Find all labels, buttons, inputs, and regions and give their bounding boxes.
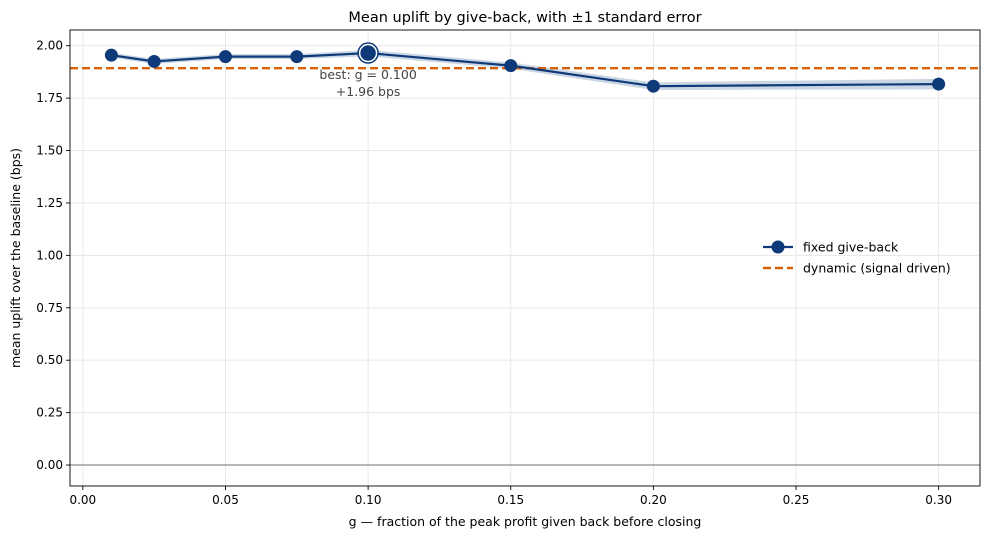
y-tick-label: 1.75 <box>36 91 63 105</box>
y-ticks: 0.00 0.25 0.50 0.75 1.00 1.25 1.50 1.75 2.00 <box>36 39 70 472</box>
y-tick-label: 2.00 <box>36 39 63 53</box>
x-tick-label: 0.30 <box>925 493 952 507</box>
x-tick-label: 0.15 <box>497 493 524 507</box>
y-tick-label: 0.25 <box>36 406 63 420</box>
y-tick-label: 1.00 <box>36 248 63 262</box>
se-band <box>111 49 939 90</box>
x-ticks: 0.00 0.05 0.10 0.15 0.20 0.25 0.30 <box>69 486 952 507</box>
x-axis-label: g — fraction of the peak profit given ba… <box>349 514 702 529</box>
best-point-ring <box>357 42 379 64</box>
x-tick-label: 0.10 <box>355 493 382 507</box>
y-tick-label: 0.00 <box>36 458 63 472</box>
standard-error-band <box>111 49 939 90</box>
y-tick-label: 1.50 <box>36 144 63 158</box>
best-point-highlight <box>358 43 378 63</box>
data-point <box>504 59 518 73</box>
fixed-series <box>111 51 939 88</box>
fixed-line <box>111 51 939 88</box>
chart-title: Mean uplift by give-back, with ±1 standa… <box>348 10 701 26</box>
legend-dynamic-label: dynamic (signal driven) <box>803 261 951 276</box>
y-tick-label: 1.25 <box>36 196 63 210</box>
best-annotation-line2: +1.96 bps <box>336 84 401 99</box>
data-point <box>932 77 946 91</box>
data-point <box>646 79 660 93</box>
x-tick-label: 0.25 <box>783 493 810 507</box>
y-axis-label: mean uplift over the baseline (bps) <box>8 148 23 368</box>
x-tick-label: 0.05 <box>212 493 239 507</box>
legend: fixed give-back dynamic (signal driven) <box>763 240 951 276</box>
plot-frame <box>69 29 981 487</box>
y-tick-label: 0.50 <box>36 353 63 367</box>
legend-item-dynamic: dynamic (signal driven) <box>763 261 951 276</box>
best-annotation-line1: best: g = 0.100 <box>319 67 416 82</box>
x-tick-label: 0.00 <box>69 493 96 507</box>
fixed-series-markers <box>104 42 946 93</box>
x-tick-label: 0.20 <box>640 493 667 507</box>
legend-fixed-label: fixed give-back <box>803 240 899 255</box>
data-point <box>147 54 161 68</box>
y-tick-label: 0.75 <box>36 301 63 315</box>
data-point <box>290 50 304 64</box>
data-point <box>218 50 232 64</box>
data-point <box>104 48 118 62</box>
legend-fixed-marker <box>771 240 785 254</box>
legend-item-fixed: fixed give-back <box>763 240 899 255</box>
annotation: best: g = 0.100 +1.96 bps <box>319 67 416 99</box>
